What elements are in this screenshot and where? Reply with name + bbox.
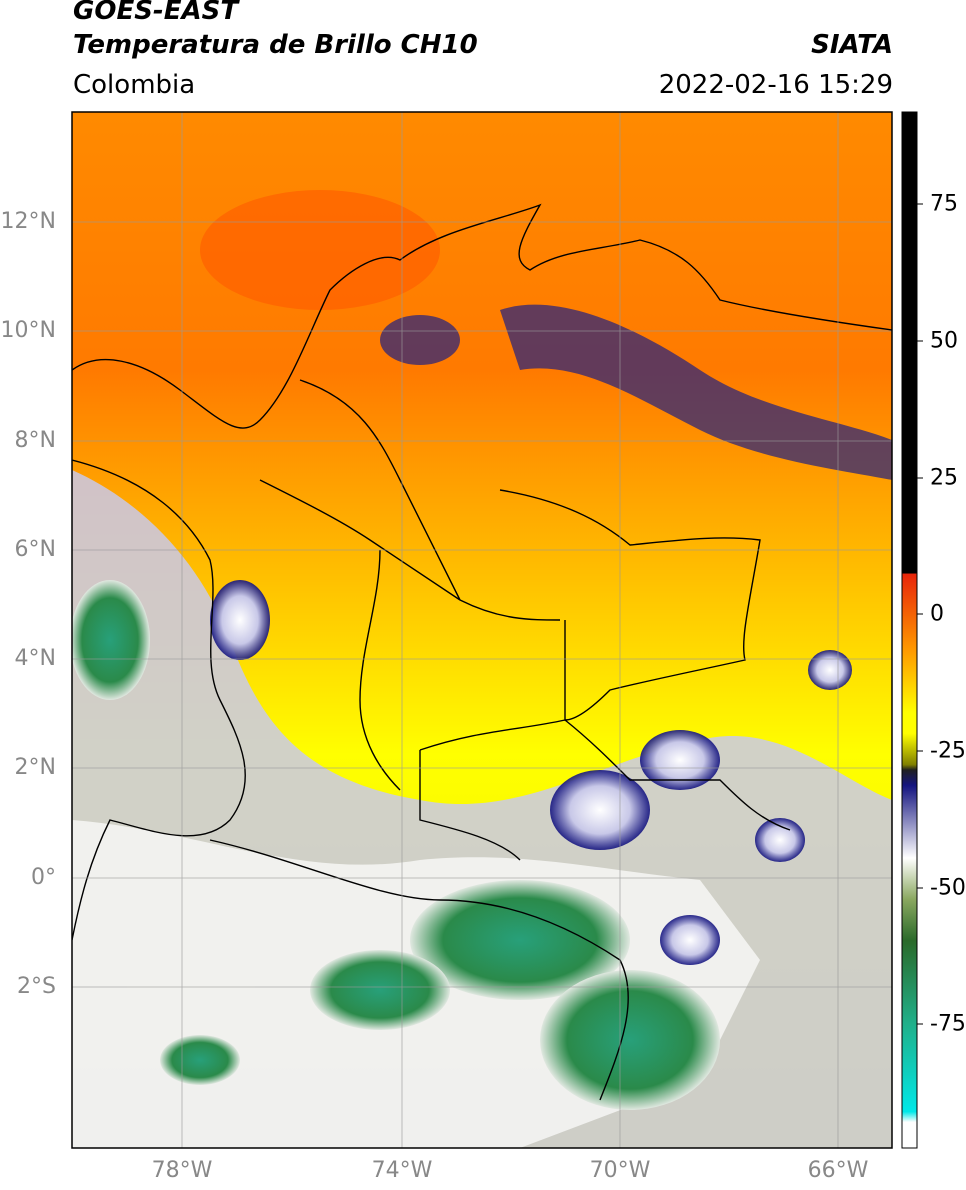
colorbar-tick-label: -50: [930, 875, 966, 901]
source-label: SIATA: [811, 30, 893, 60]
lat-label: 12°N: [0, 209, 56, 234]
colorbar-tick-label: -25: [930, 738, 966, 764]
lat-label: 6°N: [14, 537, 56, 562]
brightness-temperature-field: [72, 112, 892, 1148]
satellite-title: GOES-EAST: [73, 0, 239, 26]
colorbar-tick-label: 25: [930, 465, 958, 491]
colorbar: [901, 111, 918, 1149]
product-title: Temperatura de Brillo CH10: [73, 30, 478, 60]
lat-label: 4°N: [14, 646, 56, 671]
region-label: Colombia: [73, 70, 196, 100]
lat-label: 0°: [31, 865, 56, 890]
lat-label: 2°S: [17, 974, 56, 999]
lon-label: 66°W: [807, 1158, 869, 1183]
lon-label: 70°W: [589, 1158, 651, 1183]
datetime-label: 2022-02-16 15:29: [658, 70, 893, 100]
colorbar-tick-label: 50: [930, 328, 958, 354]
lat-label: 8°N: [14, 428, 56, 453]
lon-label: 74°W: [371, 1158, 433, 1183]
lat-label: 10°N: [0, 318, 56, 343]
colorbar-tick-label: 75: [930, 191, 958, 217]
map-frame: [71, 111, 893, 1149]
lat-label: 2°N: [14, 755, 56, 780]
colorbar-tick-label: -75: [930, 1011, 966, 1037]
lon-label: 78°W: [151, 1158, 213, 1183]
colorbar-tick-label: 0: [930, 601, 944, 627]
